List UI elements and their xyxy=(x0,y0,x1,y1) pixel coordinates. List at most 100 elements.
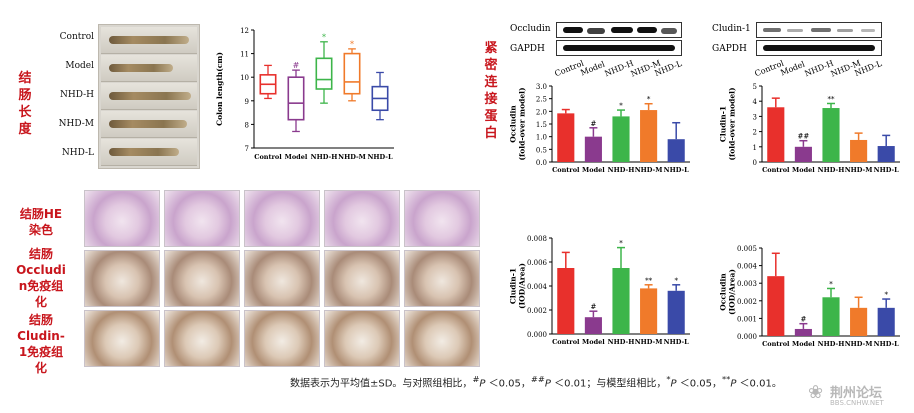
tight-junction-text: 紧密连接蛋白 xyxy=(484,41,498,141)
occludin_ihc-ytick-label: 0.005 xyxy=(737,245,757,253)
cludin_wb-sig-mark: ## xyxy=(798,133,810,141)
colon_length-xtick-label: NHD-H xyxy=(311,153,338,161)
histo-he-control xyxy=(84,190,160,247)
histo-cludin-nhd-l xyxy=(404,310,480,367)
occludin_wb-bar-model xyxy=(584,136,602,162)
footnote-p1: P xyxy=(479,378,486,390)
colon-photo-section: Control Model NHD-H NHD-M NHD-L xyxy=(44,24,200,169)
footnote-mark3: * xyxy=(666,374,671,384)
occludin_ihc-xtick-label: Model xyxy=(792,340,815,348)
occludin_wb-bar-nhd-l xyxy=(667,139,685,162)
occludin_ihc-sig-mark: * xyxy=(829,280,833,288)
cludin_wb-xtick-label: Model xyxy=(792,166,815,174)
colon_length-xtick-label: NHD-M xyxy=(338,153,366,161)
colon-length-label: 结肠长度 xyxy=(18,70,40,138)
cludin_wb-bar-nhd-m xyxy=(850,139,868,162)
footnote-mark1: # xyxy=(472,374,480,384)
occludin_wb-ytick-label: 3.0 xyxy=(536,83,547,91)
footnote-p4: P xyxy=(730,378,737,390)
footnote-part2: ＜0.05， xyxy=(485,378,531,390)
cludin_wb-ytick-label: 0 xyxy=(753,159,757,167)
watermark-icon: ❀ xyxy=(808,382,824,403)
occludin_ihc-bar-nhd-m xyxy=(850,307,868,336)
cludin_wb-xtick-label: NHD-M xyxy=(845,166,873,174)
occludin_wb-ytick-label: 0.0 xyxy=(536,159,547,167)
occludin_wb-sig-mark: * xyxy=(619,102,623,110)
cludin_ihc-bar-nhd-m xyxy=(640,288,658,334)
cludin_wb-xtick-label: NHD-L xyxy=(874,166,900,174)
cludin_ihc-ytick-label: 0.002 xyxy=(527,307,547,315)
occludin_wb-bar-nhd-m xyxy=(640,110,658,162)
watermark-sub: BBS.CNHW.NET xyxy=(830,399,884,407)
histo-occludin-nhd-m xyxy=(324,250,400,307)
blot-left-occludin-strip xyxy=(556,22,682,38)
cludin_wb-ylabel: (fold-over model) xyxy=(728,87,737,160)
occludin_ihc-ylabel: Occludin xyxy=(719,273,728,311)
cludin-ihc-line4: 化 xyxy=(34,361,47,375)
occludin_ihc-xtick-label: NHD-H xyxy=(818,340,845,348)
occludin_wb-ytick-label: 0.5 xyxy=(536,146,547,154)
photo-label-nhd-m: NHD-M xyxy=(58,119,94,129)
colon-photo xyxy=(98,24,200,169)
occludin_wb-sig-mark: * xyxy=(647,96,651,104)
he-label-line1: 结肠HE xyxy=(19,207,63,221)
histo-he-nhd-l xyxy=(404,190,480,247)
cludin_ihc-xtick-label: Model xyxy=(582,338,605,346)
histo-cludin-model xyxy=(164,310,240,367)
colon_length-sig-mark: * xyxy=(322,33,326,42)
footnote-mark2: ## xyxy=(530,374,545,384)
footnote-p2: P xyxy=(544,378,551,390)
cludin_wb-ytick-label: 4 xyxy=(753,98,758,106)
footnote: 数据表示为平均值±SD。与对照组相比，#P ＜0.05，##P ＜0.01；与模… xyxy=(290,374,782,389)
cludin_ihc-bar-model xyxy=(584,317,602,334)
cludin_ihc-xtick-label: NHD-L xyxy=(664,338,690,346)
histo-he-nhd-m xyxy=(324,190,400,247)
cludin_ihc-xtick-label: Control xyxy=(552,338,580,346)
occludin-ihc-label: 结肠 Occludi n免疫组 化 xyxy=(6,246,76,310)
cludin_ihc-sig-mark: ** xyxy=(645,277,653,285)
occludin_ihc-xtick-label: Control xyxy=(762,340,790,348)
occludin_wb-xtick-label: NHD-M xyxy=(635,166,663,174)
occludin_wb-ytick-label: 2.0 xyxy=(536,108,547,116)
occludin_wb-ylabel: (fold-over model) xyxy=(518,87,527,160)
cludin_wb-bar-nhd-l xyxy=(877,146,895,162)
occludin-ihc-line3: n免疫组 xyxy=(18,279,64,293)
histo-cludin-nhd-m xyxy=(324,310,400,367)
cludin-ihc-chart: 0.000 0.002 0.004 0.006 0.008 Cludin-1 (IOD/Ar… xyxy=(509,235,690,346)
occludin_wb-xtick-label: Control xyxy=(552,166,580,174)
photo-label-model: Model xyxy=(65,61,94,71)
occludin_ihc-sig-mark: # xyxy=(800,316,806,324)
colon-length-boxplot: 7 8 9 10 11 12 Colon length(cm) Control # Model * N… xyxy=(215,27,394,161)
colon_length-box-nhd-m xyxy=(343,52,361,95)
occludin_ihc-xtick-label: NHD-M xyxy=(845,340,873,348)
occludin-ihc-line4: 化 xyxy=(34,295,47,309)
cludin_wb-ytick-label: 1 xyxy=(753,144,757,152)
occludin-ihc-chart: 0.000 0.001 0.002 0.003 0.004 0.005 Occludin (I… xyxy=(719,245,900,348)
cludin_ihc-xtick-label: NHD-M xyxy=(635,338,663,346)
cludin_wb-ytick-label: 2 xyxy=(753,129,757,137)
cludin_ihc-bar-control xyxy=(557,268,575,334)
colon_length-ytick-label: 12 xyxy=(240,27,249,35)
occludin_ihc-ytick-label: 0.003 xyxy=(737,280,757,288)
occludin_ihc-ylabel: (IOD/Area) xyxy=(728,269,737,315)
photo-label-nhd-l: NHD-L xyxy=(61,148,94,158)
cludin_wb-ytick-label: 5 xyxy=(753,83,757,91)
photo-label-nhd-h: NHD-H xyxy=(60,90,94,100)
occludin_ihc-bar-control xyxy=(767,276,785,336)
cludin_wb-bar-nhd-h xyxy=(822,108,840,162)
blot-left-label-gapdh: GAPDH xyxy=(510,44,545,54)
cludin_wb-sig-mark: ** xyxy=(828,95,836,103)
occludin_wb-bar-nhd-h xyxy=(612,116,630,162)
cludin-ihc-line1: 结肠 xyxy=(28,313,53,327)
occludin-ihc-line1: 结肠 xyxy=(28,247,53,261)
colon_length-box-control xyxy=(259,74,277,95)
colon-strip-model xyxy=(101,55,197,82)
occludin_wb-ytick-label: 1.0 xyxy=(536,134,547,142)
histo-he-model xyxy=(164,190,240,247)
blot-right-cludin-strip xyxy=(756,22,882,38)
occludin_wb-ylabel: Occludin xyxy=(509,105,518,143)
cludin_ihc-sig-mark: * xyxy=(619,240,623,248)
cludin-ihc-line2: Cludin- xyxy=(17,329,65,343)
colon_length-ytick-label: 10 xyxy=(240,74,249,82)
colon_length-ytick-label: 8 xyxy=(245,121,249,129)
